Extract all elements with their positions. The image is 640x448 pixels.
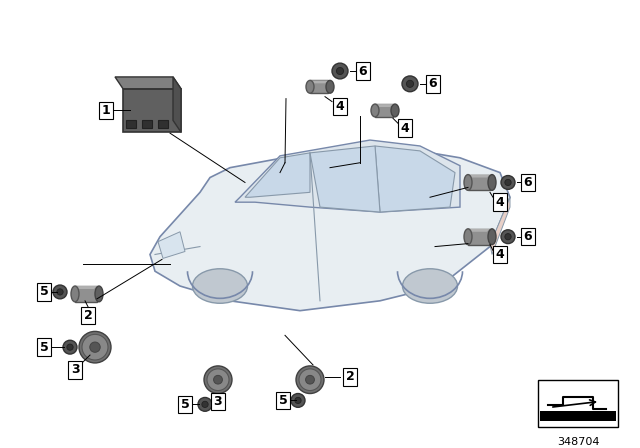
Polygon shape [115, 77, 181, 89]
Circle shape [402, 76, 418, 92]
Circle shape [337, 68, 344, 74]
Ellipse shape [193, 269, 248, 303]
Circle shape [291, 393, 305, 407]
Text: 6: 6 [524, 176, 532, 189]
Polygon shape [375, 104, 393, 117]
Ellipse shape [306, 80, 314, 93]
Circle shape [501, 230, 515, 244]
Text: 6: 6 [429, 78, 437, 90]
Polygon shape [150, 146, 510, 310]
Circle shape [198, 397, 212, 411]
Text: 2: 2 [84, 309, 92, 322]
Text: 1: 1 [102, 104, 110, 117]
Text: 2: 2 [346, 370, 355, 383]
Polygon shape [468, 175, 490, 190]
Polygon shape [375, 146, 455, 212]
Polygon shape [173, 77, 181, 132]
Circle shape [202, 401, 208, 408]
Circle shape [63, 340, 77, 354]
Circle shape [79, 332, 111, 363]
Circle shape [332, 63, 348, 79]
Bar [538, 380, 618, 427]
Text: 5: 5 [40, 340, 49, 353]
Text: 4: 4 [495, 248, 504, 261]
Circle shape [67, 344, 73, 350]
Text: 3: 3 [214, 395, 222, 408]
Polygon shape [235, 140, 460, 212]
Ellipse shape [371, 104, 379, 117]
Circle shape [299, 369, 321, 391]
Circle shape [505, 179, 511, 185]
Ellipse shape [95, 286, 103, 302]
Polygon shape [75, 286, 97, 302]
Bar [158, 121, 168, 128]
Ellipse shape [464, 175, 472, 190]
Text: 4: 4 [495, 196, 504, 209]
Text: 4: 4 [335, 100, 344, 113]
Ellipse shape [326, 80, 334, 93]
Bar [126, 121, 136, 128]
Circle shape [214, 375, 223, 384]
Text: 348704: 348704 [557, 437, 599, 447]
Ellipse shape [488, 229, 496, 245]
Ellipse shape [71, 286, 79, 302]
Text: 5: 5 [278, 394, 287, 407]
Polygon shape [123, 89, 181, 132]
Polygon shape [158, 232, 185, 258]
Text: 6: 6 [358, 65, 367, 78]
Polygon shape [490, 197, 510, 254]
Circle shape [505, 233, 511, 240]
Ellipse shape [403, 269, 458, 303]
Circle shape [295, 397, 301, 404]
Polygon shape [375, 104, 393, 107]
Bar [540, 411, 616, 421]
Text: 5: 5 [180, 398, 189, 411]
Circle shape [90, 342, 100, 352]
Text: 6: 6 [524, 230, 532, 243]
Circle shape [53, 285, 67, 299]
Polygon shape [468, 229, 490, 245]
Circle shape [296, 366, 324, 393]
Polygon shape [245, 153, 310, 197]
Circle shape [57, 289, 63, 295]
Circle shape [306, 375, 314, 384]
Ellipse shape [391, 104, 399, 117]
Circle shape [406, 80, 413, 87]
Ellipse shape [464, 229, 472, 245]
Text: 4: 4 [401, 122, 410, 135]
Polygon shape [310, 80, 328, 93]
Ellipse shape [488, 175, 496, 190]
Polygon shape [468, 175, 490, 177]
Text: 3: 3 [70, 363, 79, 376]
Polygon shape [468, 229, 490, 232]
Polygon shape [75, 286, 97, 289]
Text: 5: 5 [40, 285, 49, 298]
Polygon shape [310, 80, 328, 83]
Circle shape [207, 369, 229, 391]
Bar [142, 121, 152, 128]
Circle shape [204, 366, 232, 393]
Circle shape [501, 176, 515, 190]
Polygon shape [310, 146, 380, 212]
Circle shape [82, 334, 108, 360]
